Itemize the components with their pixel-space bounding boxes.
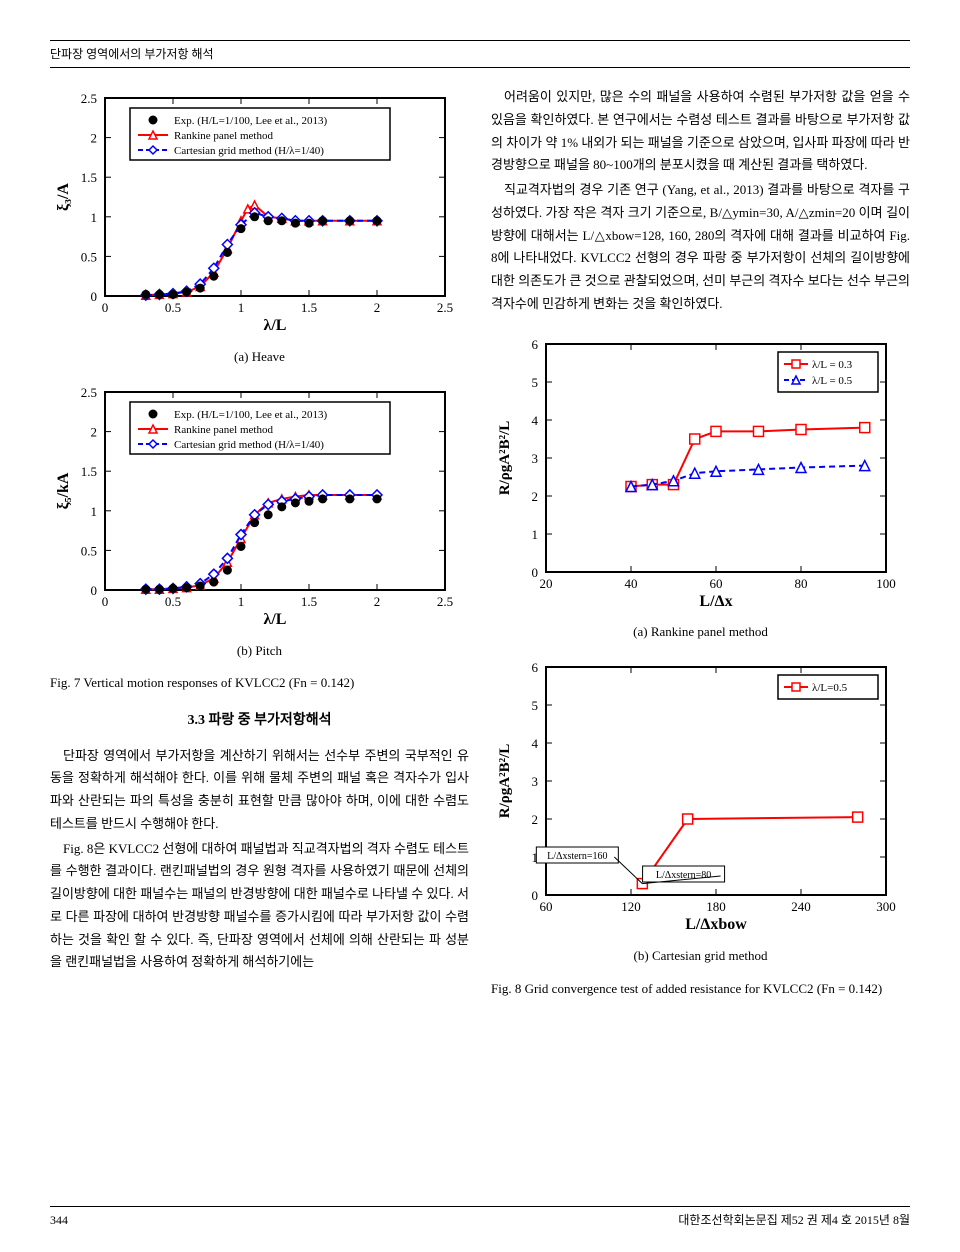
svg-text:L/Δx: L/Δx	[699, 593, 732, 610]
svg-text:1.5: 1.5	[81, 170, 97, 185]
svg-text:60: 60	[540, 899, 553, 914]
svg-text:20: 20	[540, 576, 553, 591]
svg-text:4: 4	[532, 736, 539, 751]
svg-text:R/ρgA²B²/L: R/ρgA²B²/L	[497, 744, 513, 819]
svg-text:ξ₃/A: ξ₃/A	[55, 183, 72, 211]
svg-text:L/Δxbow: L/Δxbow	[685, 916, 747, 933]
fig7-caption: Fig. 7 Vertical motion responses of KVLC…	[50, 673, 469, 694]
svg-text:2: 2	[532, 489, 539, 504]
svg-text:1: 1	[238, 300, 245, 315]
footer: 344 대한조선학회논문집 제52 권 제4 호 2015년 8월	[50, 1206, 910, 1230]
svg-text:Cartesian grid method (H/λ=1/4: Cartesian grid method (H/λ=1/40)	[174, 145, 324, 157]
fig8a-caption: (a) Rankine panel method	[491, 622, 910, 643]
svg-text:6: 6	[532, 660, 539, 675]
fig8b-chart: 601201802403000123456L/ΔxbowR/ρgA²B²/Lλ/…	[491, 655, 910, 942]
svg-text:1.5: 1.5	[301, 300, 317, 315]
svg-text:0.5: 0.5	[81, 250, 97, 265]
svg-text:Exp. (H/L=1/100, Lee et al., 2: Exp. (H/L=1/100, Lee et al., 2013)	[174, 409, 327, 421]
header-rule-bottom	[50, 67, 910, 68]
svg-text:60: 60	[710, 576, 723, 591]
svg-text:2: 2	[532, 812, 539, 827]
svg-text:L/Δxstern=160: L/Δxstern=160	[547, 851, 607, 862]
svg-text:λ/L: λ/L	[264, 317, 287, 334]
fig8b-svg: 601201802403000123456L/ΔxbowR/ρgA²B²/Lλ/…	[491, 655, 901, 935]
fig8a-chart: 20 40 60 80 100 0 1 2 3 4 5 6 L/Δx R/ρgA²B²/L λ/L = 0.…	[491, 332, 910, 619]
fig8b-caption: (b) Cartesian grid method	[491, 946, 910, 967]
svg-text:1: 1	[238, 594, 245, 609]
svg-text:2: 2	[91, 424, 98, 439]
svg-text:1: 1	[532, 527, 539, 542]
para-left-1: Fig. 8은 KVLCC2 선형에 대하여 패널법과 직교격자법의 격자 수렴…	[50, 838, 469, 975]
svg-text:100: 100	[876, 576, 896, 591]
body-left: 단파장 영역에서 부가저항을 계산하기 위해서는 선수부 주변의 국부적인 유동…	[50, 745, 469, 975]
svg-text:λ/L = 0.5: λ/L = 0.5	[812, 375, 853, 387]
svg-text:0: 0	[91, 289, 98, 304]
fig7b-svg: 0 0.5 1 1.5 2 2.5 0 0.5 1 1.5 2 2.5 λ/L ξ₅/kA Exp. (H/…	[50, 380, 460, 630]
svg-text:Rankine panel method: Rankine panel method	[174, 130, 273, 142]
svg-text:80: 80	[795, 576, 808, 591]
fig7a-caption: (a) Heave	[50, 347, 469, 368]
fig8-caption: Fig. 8 Grid convergence test of added re…	[491, 979, 910, 1000]
svg-text:180: 180	[706, 899, 726, 914]
svg-text:0.5: 0.5	[81, 543, 97, 558]
svg-text:1: 1	[91, 210, 98, 225]
svg-text:0.5: 0.5	[165, 300, 181, 315]
page-number: 344	[50, 1211, 68, 1230]
svg-text:6: 6	[532, 337, 539, 352]
fig7b-chart: 0 0.5 1 1.5 2 2.5 0 0.5 1 1.5 2 2.5 λ/L ξ₅/kA Exp. (H/…	[50, 380, 469, 637]
svg-text:Exp. (H/L=1/100, Lee et al., 2: Exp. (H/L=1/100, Lee et al., 2013)	[174, 115, 327, 127]
svg-text:2.5: 2.5	[81, 91, 97, 106]
svg-text:1.5: 1.5	[81, 464, 97, 479]
svg-text:Rankine panel method: Rankine panel method	[174, 424, 273, 436]
fig7a-svg: 0 0.5 1 1.5 2 2.5 0 0.5 1 1.5 2 2.5 λ/L ξ₃/A Exp. (H/L…	[50, 86, 460, 336]
svg-text:0: 0	[532, 888, 539, 903]
svg-text:120: 120	[621, 899, 641, 914]
svg-text:300: 300	[876, 899, 896, 914]
svg-text:2.5: 2.5	[437, 300, 453, 315]
para-right-1: 직교격자법의 경우 기존 연구 (Yang, et al., 2013) 결과를…	[491, 179, 910, 316]
para-right-0: 어려움이 있지만, 많은 수의 패널을 사용하여 수렴된 부가저항 값을 얻을 …	[491, 86, 910, 177]
para-left-0: 단파장 영역에서 부가저항을 계산하기 위해서는 선수부 주변의 국부적인 유동…	[50, 745, 469, 836]
svg-text:2.5: 2.5	[437, 594, 453, 609]
running-head: 단파장 영역에서의 부가저항 해석	[50, 45, 910, 64]
svg-text:2: 2	[91, 131, 98, 146]
journal-info: 대한조선학회논문집 제52 권 제4 호 2015년 8월	[678, 1211, 910, 1230]
svg-text:1.5: 1.5	[301, 594, 317, 609]
svg-text:2.5: 2.5	[81, 385, 97, 400]
svg-text:λ/L: λ/L	[264, 611, 287, 628]
body-right: 어려움이 있지만, 많은 수의 패널을 사용하여 수렴된 부가저항 값을 얻을 …	[491, 86, 910, 316]
section-title: 3.3 파랑 중 부가저항해석	[50, 710, 469, 732]
svg-text:240: 240	[791, 899, 811, 914]
svg-text:3: 3	[532, 451, 539, 466]
fig8a-svg: 20 40 60 80 100 0 1 2 3 4 5 6 L/Δx R/ρgA²B²/L λ/L = 0.…	[491, 332, 901, 612]
svg-text:2: 2	[374, 594, 381, 609]
svg-text:0: 0	[532, 565, 539, 580]
svg-text:5: 5	[532, 375, 539, 390]
svg-text:3: 3	[532, 774, 539, 789]
svg-text:λ/L=0.5: λ/L=0.5	[812, 682, 848, 694]
svg-text:40: 40	[625, 576, 638, 591]
fig7b-caption: (b) Pitch	[50, 641, 469, 662]
left-column: 0 0.5 1 1.5 2 2.5 0 0.5 1 1.5 2 2.5 λ/L ξ₃/A Exp. (H/L…	[50, 86, 469, 1013]
svg-text:0: 0	[102, 594, 109, 609]
svg-text:Cartesian grid method (H/λ=1/4: Cartesian grid method (H/λ=1/40)	[174, 439, 324, 451]
svg-text:λ/L = 0.3: λ/L = 0.3	[812, 359, 853, 371]
svg-text:2: 2	[374, 300, 381, 315]
svg-text:ξ₅/kA: ξ₅/kA	[55, 472, 72, 509]
svg-text:R/ρgA²B²/L: R/ρgA²B²/L	[497, 420, 513, 495]
svg-text:4: 4	[532, 413, 539, 428]
fig7a-chart: 0 0.5 1 1.5 2 2.5 0 0.5 1 1.5 2 2.5 λ/L ξ₃/A Exp. (H/L…	[50, 86, 469, 343]
svg-text:0: 0	[102, 300, 109, 315]
right-column: 어려움이 있지만, 많은 수의 패널을 사용하여 수렴된 부가저항 값을 얻을 …	[491, 86, 910, 1013]
two-column-layout: 0 0.5 1 1.5 2 2.5 0 0.5 1 1.5 2 2.5 λ/L ξ₃/A Exp. (H/L…	[50, 86, 910, 1013]
svg-text:0.5: 0.5	[165, 594, 181, 609]
svg-text:1: 1	[91, 504, 98, 519]
svg-text:5: 5	[532, 698, 539, 713]
svg-text:0: 0	[91, 583, 98, 598]
header-rule-top	[50, 40, 910, 41]
